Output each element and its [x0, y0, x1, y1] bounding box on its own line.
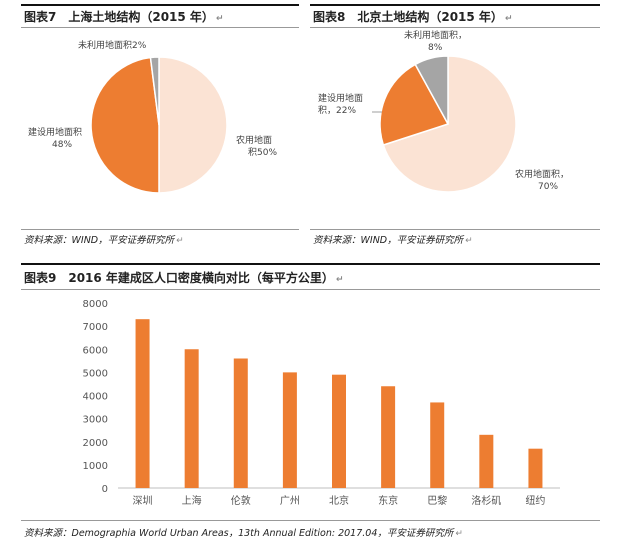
y-tick-label: 5000: [83, 368, 108, 379]
y-tick-label: 0: [102, 484, 108, 495]
x-tick-label: 深圳: [133, 495, 153, 507]
fig7-title: 图表7 上海土地结构（2015 年） ↵: [24, 10, 224, 24]
y-tick-label: 1000: [83, 461, 108, 472]
bar: [135, 319, 150, 488]
x-tick-label: 伦敦: [231, 494, 251, 507]
pie-slice-value-label: 70%: [538, 182, 558, 192]
pie-slice-label: 未利用地面积2%: [78, 39, 147, 51]
pie-slice-value-label: 8%: [428, 43, 443, 53]
pie-slice: [382, 55, 517, 193]
y-tick-label: 8000: [83, 299, 108, 310]
bar: [430, 402, 445, 488]
bar: [528, 448, 543, 488]
fig9-source: 资料来源：Demographia World Urban Areas，13th …: [24, 528, 463, 539]
bar: [381, 386, 396, 488]
bar: [233, 358, 248, 488]
y-tick-label: 3000: [83, 415, 108, 426]
x-tick-label: 洛杉矶: [471, 494, 501, 507]
x-tick-label: 广州: [280, 495, 300, 507]
pie-slice: [379, 63, 450, 146]
pie-slice: [414, 55, 449, 125]
bar: [184, 349, 199, 488]
fig7-title-rule: [21, 27, 299, 28]
bar: [479, 434, 494, 488]
x-tick-label: 巴黎: [427, 494, 447, 507]
y-tick-label: 4000: [83, 392, 108, 403]
y-tick-label: 2000: [83, 438, 108, 449]
pie-slice-value-label: 48%: [52, 140, 72, 150]
pie-slice: [149, 56, 160, 126]
pie-slice-label: 未利用地面积，: [404, 29, 467, 41]
bar: [332, 374, 346, 488]
x-tick-label: 东京: [378, 494, 398, 507]
pie-slice-value-label: 积50%: [248, 146, 277, 158]
pie-slice-label: 农用地面: [236, 134, 272, 146]
x-tick-label: 北京: [329, 494, 349, 507]
x-tick-label: 上海: [182, 494, 202, 507]
fig8-source-rule: [310, 229, 600, 230]
fig8-top-rule: [310, 4, 600, 6]
pie-slice-label: 农用地面积，: [515, 168, 569, 180]
pie-slice: [158, 56, 228, 194]
y-tick-label: 7000: [83, 322, 108, 333]
fig8-title: 图表8 北京土地结构（2015 年） ↵: [313, 10, 513, 24]
fig7-source-rule: [21, 229, 299, 230]
bar: [282, 372, 297, 488]
pie-slice-label: 建设用地面积: [28, 126, 82, 138]
pie-slice: [90, 56, 160, 194]
fig7-source: 资料来源：WIND，平安证券研究所 ↵: [24, 235, 184, 246]
fig8-pie-chart: 农用地面积， 70% 建设用地面积，22% 未利用地面积， 8%: [318, 29, 569, 193]
pie-slice-label: 建设用地面: [318, 92, 363, 104]
y-tick-label: 6000: [83, 345, 108, 356]
fig9-title-rule: [21, 289, 600, 290]
fig9-title: 图表9 2016 年建成区人口密度横向对比（每平方公里） ↵: [24, 271, 344, 285]
fig7-top-rule: [21, 4, 299, 6]
fig8-source: 资料来源：WIND，平安证券研究所 ↵: [313, 235, 473, 246]
pie-slice-value-label: 积，22%: [318, 104, 356, 116]
fig9-source-rule: [21, 520, 600, 521]
x-tick-label: 纽约: [525, 494, 545, 507]
fig8-title-rule: [310, 27, 600, 28]
fig9-top-rule: [21, 263, 600, 265]
